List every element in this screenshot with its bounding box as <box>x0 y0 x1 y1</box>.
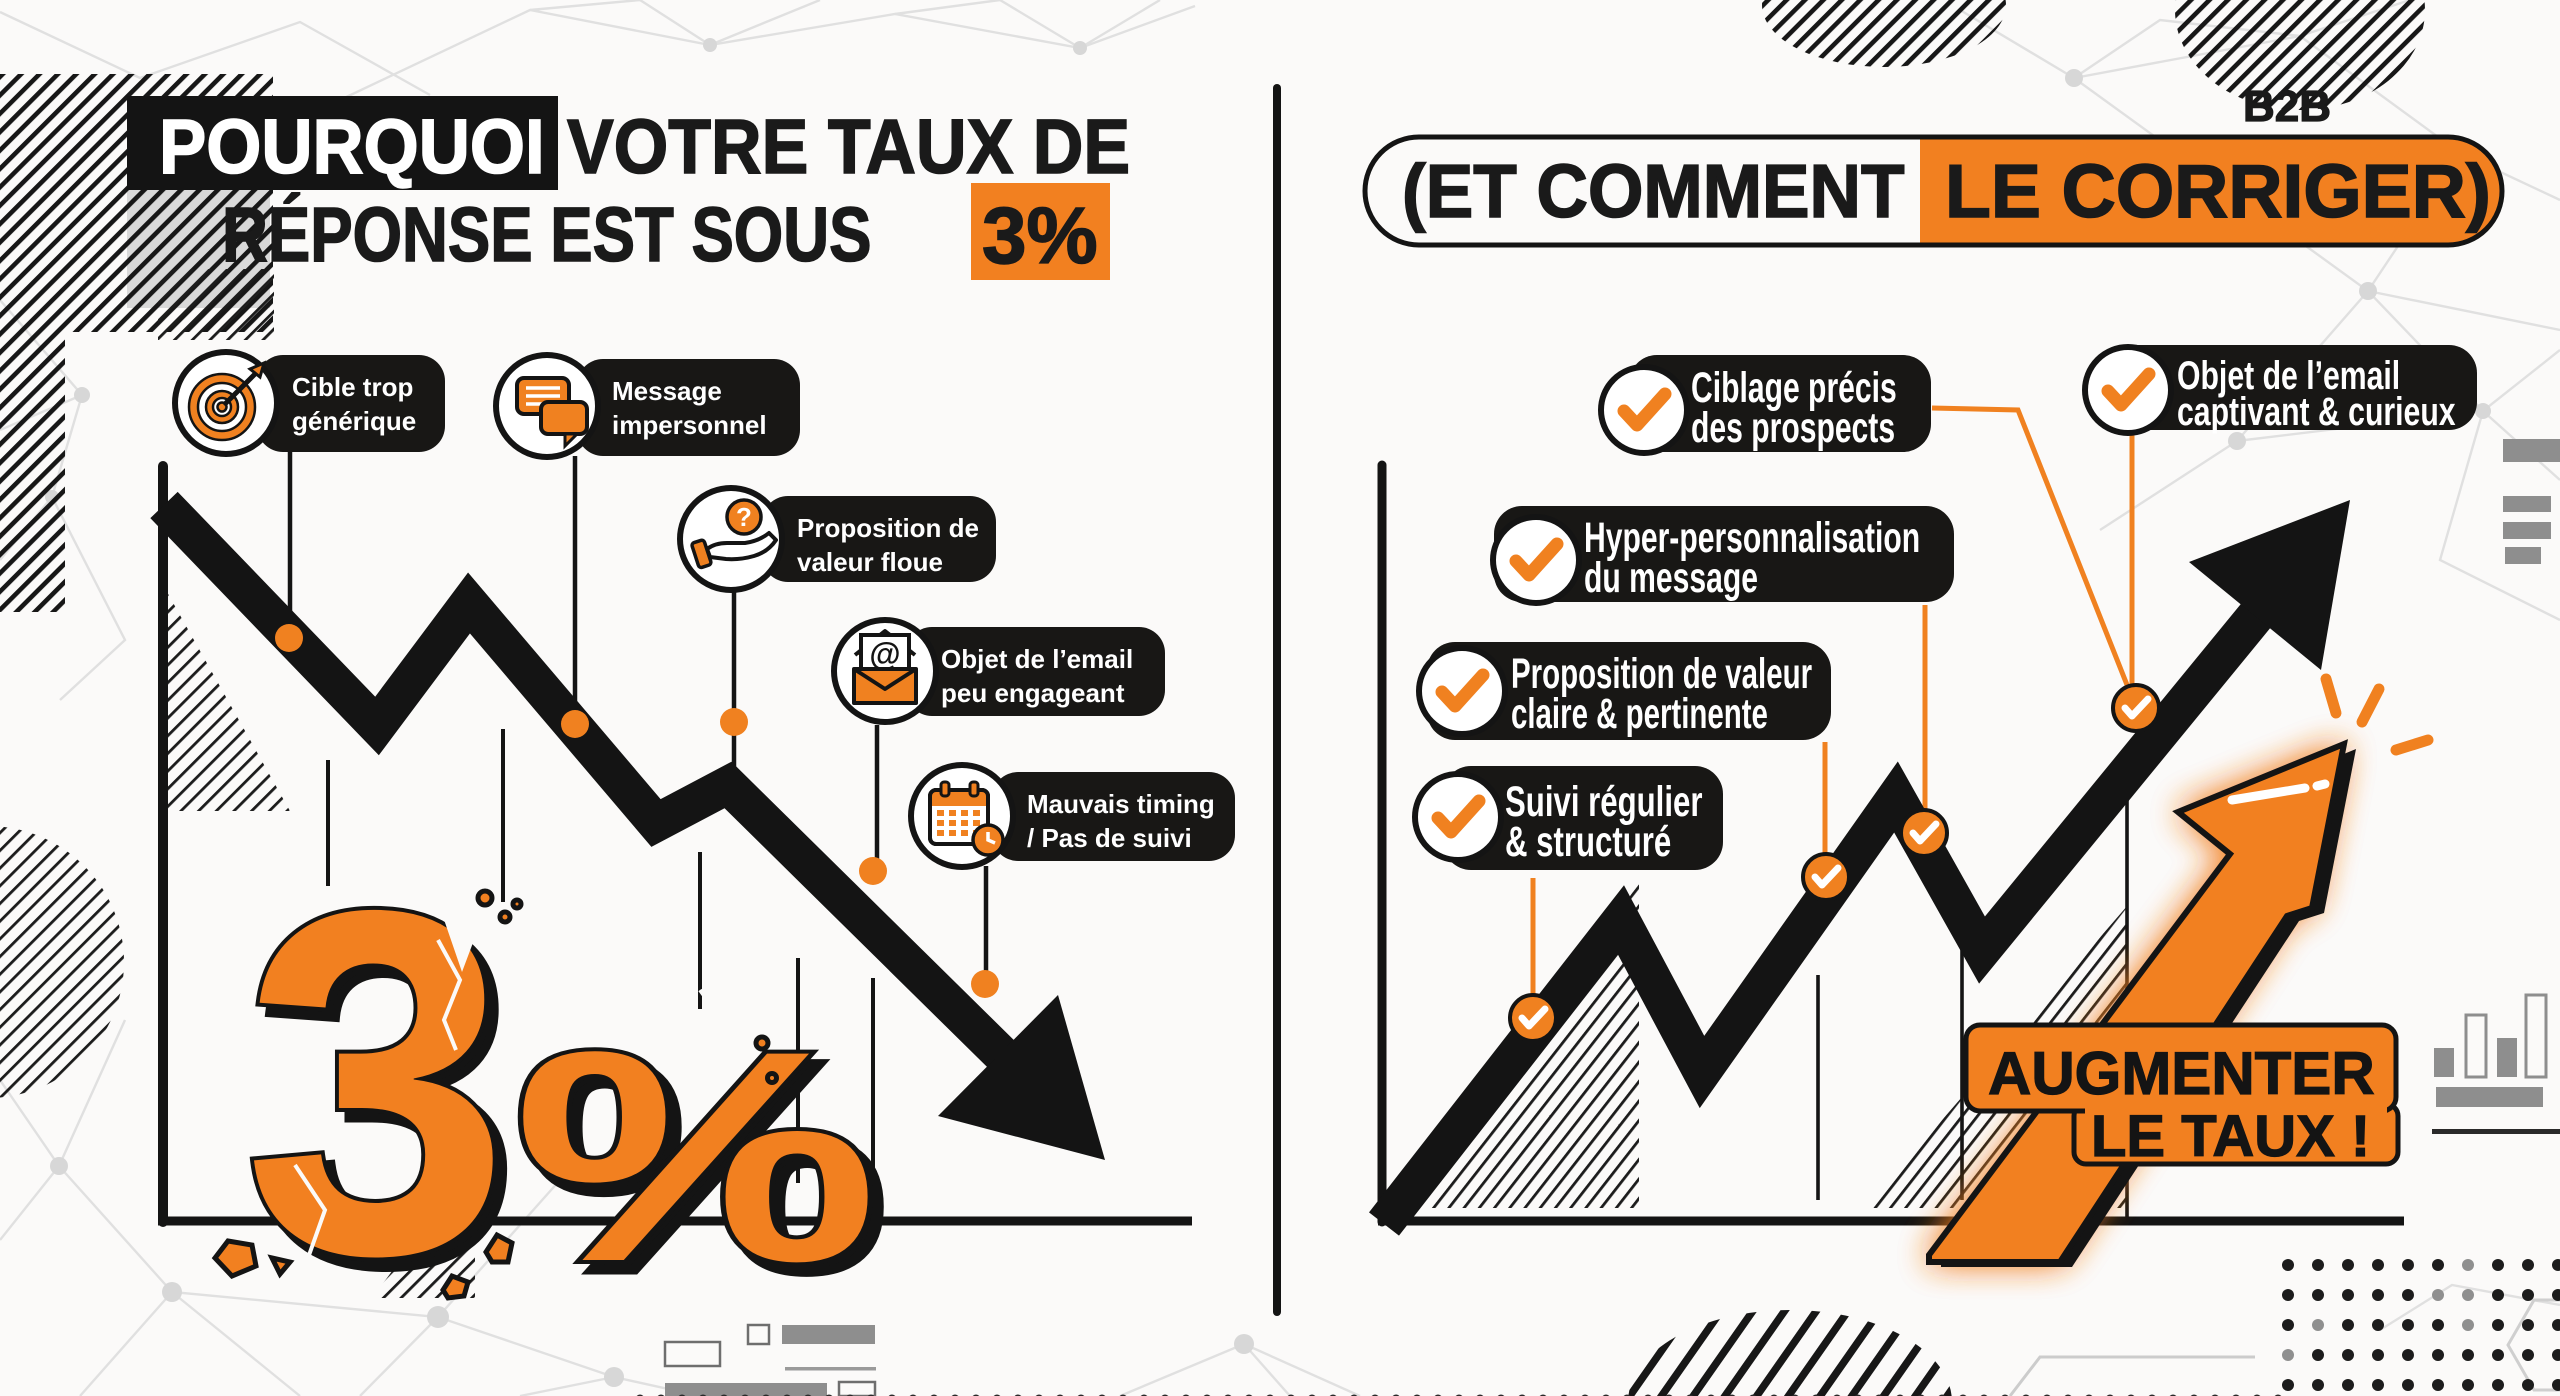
svg-text:POURQUOI: POURQUOI <box>159 103 545 189</box>
svg-text:Suivi régulier: Suivi régulier <box>1505 777 1703 825</box>
svg-text:générique: générique <box>292 406 416 436</box>
svg-text:%: % <box>523 999 888 1334</box>
svg-text:Message: Message <box>612 376 722 406</box>
svg-text:peu engageant: peu engageant <box>941 678 1125 708</box>
svg-text:(ET COMMENT: (ET COMMENT <box>1402 150 1904 233</box>
svg-text:claire & pertinente: claire & pertinente <box>1511 689 1768 737</box>
svg-text:captivant & curieux: captivant & curieux <box>2177 389 2456 434</box>
svg-text:@: @ <box>869 636 900 672</box>
svg-text:des prospects: des prospects <box>1691 403 1895 452</box>
svg-text:%: % <box>513 989 878 1324</box>
svg-text:& structuré: & structuré <box>1505 817 1671 865</box>
svg-text:VOTRE TAUX DE: VOTRE TAUX DE <box>567 103 1130 190</box>
svg-text:LE TAUX !: LE TAUX ! <box>2091 1104 2370 1169</box>
svg-text:LE CORRIGER): LE CORRIGER) <box>1945 149 2491 233</box>
svg-text:valeur floue: valeur floue <box>797 547 943 577</box>
svg-text:/ Pas de suivi: / Pas de suivi <box>1027 823 1192 853</box>
svg-text:Ciblage précis: Ciblage précis <box>1691 363 1897 412</box>
svg-text:3: 3 <box>243 809 510 1356</box>
svg-text:Proposition de valeur: Proposition de valeur <box>1511 649 1812 697</box>
svg-text:impersonnel: impersonnel <box>612 410 767 440</box>
svg-text:?: ? <box>736 502 752 532</box>
svg-text:B2B: B2B <box>2243 82 2331 131</box>
svg-text:RÉPONSE EST SOUS: RÉPONSE EST SOUS <box>222 191 871 277</box>
svg-text:Cible trop: Cible trop <box>292 372 413 402</box>
svg-text:Hyper-personnalisation: Hyper-personnalisation <box>1584 513 1920 562</box>
svg-text:AUGMENTER: AUGMENTER <box>1988 1040 2375 1107</box>
svg-text:3%: 3% <box>982 191 1098 280</box>
svg-text:Objet de l’email: Objet de l’email <box>2177 353 2400 398</box>
svg-text:du message: du message <box>1584 553 1758 602</box>
svg-text:Proposition de: Proposition de <box>797 513 979 543</box>
svg-text:Mauvais timing: Mauvais timing <box>1027 789 1215 819</box>
svg-text:Objet de l’email: Objet de l’email <box>941 644 1133 674</box>
